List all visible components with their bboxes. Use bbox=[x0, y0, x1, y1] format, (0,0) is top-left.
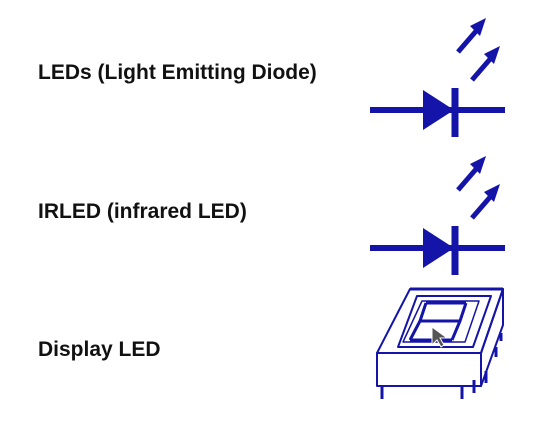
irled-symbol-icon bbox=[370, 156, 505, 275]
display-led-label: Display LED bbox=[38, 338, 161, 361]
irled-label: IRLED (infrared LED) bbox=[38, 200, 247, 223]
led-label: LEDs (Light Emitting Diode) bbox=[38, 61, 317, 84]
seven-segment-display-icon bbox=[376, 287, 504, 399]
mouse-cursor-icon bbox=[431, 326, 449, 348]
led-symbol-icon bbox=[370, 18, 505, 137]
